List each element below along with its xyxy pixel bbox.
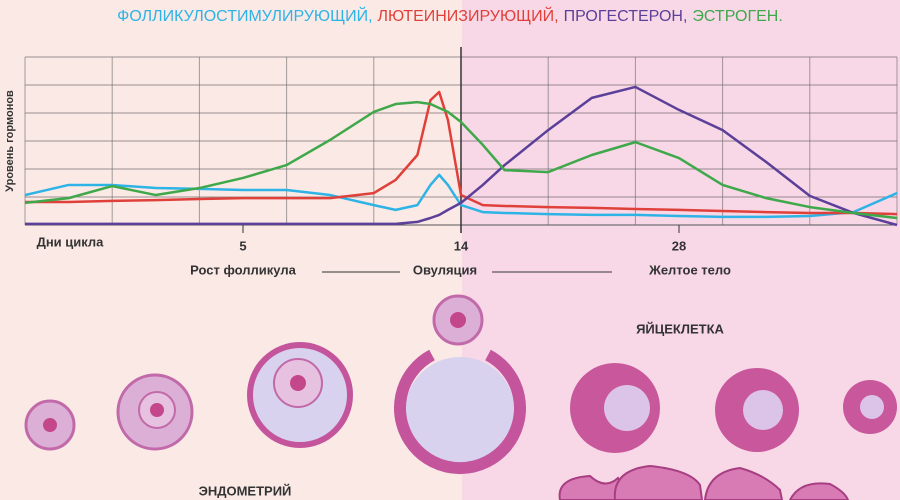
follicles	[24, 294, 897, 475]
x-tick-label: 28	[672, 238, 686, 253]
x-axis-label: Дни цикла	[37, 234, 105, 249]
oocyte	[150, 403, 164, 417]
endometrium-tissue	[558, 474, 632, 500]
egg-label: ЯЙЦЕКЛЕТКА	[636, 321, 724, 336]
series-line	[24, 173, 898, 219]
background-left	[0, 0, 462, 500]
endometrium-tissue	[703, 466, 784, 500]
series-line	[24, 100, 898, 220]
endometrium-tissue	[613, 464, 704, 500]
corpus-core	[860, 395, 884, 419]
x-tick-label: 5	[239, 238, 246, 253]
legend-entry: ЛЮТЕИНИЗИРУЮЩИЙ,	[378, 6, 559, 25]
legend: ФОЛЛИКУЛОСТИМУЛИРУЮЩИЙ, ЛЮТЕИНИЗИРУЮЩИЙ, П…	[117, 6, 783, 25]
phase-label: Овуляция	[413, 262, 477, 277]
corpus-core	[743, 390, 783, 430]
y-axis-label: Уровень гормонов	[4, 90, 16, 192]
legend-entry: ПРОГЕСТЕРОН,	[564, 8, 688, 25]
phase-label: Рост фолликула	[190, 262, 296, 277]
background-right	[462, 0, 900, 500]
oocyte	[450, 312, 466, 328]
endometrium	[558, 464, 850, 500]
legend-entry: ФОЛЛИКУЛОСТИМУЛИРУЮЩИЙ,	[117, 6, 372, 25]
phase-label: Желтое тело	[648, 262, 731, 277]
endometrium-tissue	[788, 482, 850, 500]
oocyte	[290, 375, 306, 391]
series-line	[25, 85, 898, 227]
follicle	[405, 357, 515, 467]
legend-entry: ЭСТРОГЕН.	[692, 8, 782, 25]
series-line	[25, 90, 898, 216]
ruptured-follicle	[394, 349, 526, 475]
x-tick-label: 14	[454, 238, 469, 253]
endometrium-label: ЭНДОМЕТРИЙ	[199, 483, 292, 498]
corpus-core	[604, 385, 650, 431]
oocyte	[43, 418, 57, 432]
